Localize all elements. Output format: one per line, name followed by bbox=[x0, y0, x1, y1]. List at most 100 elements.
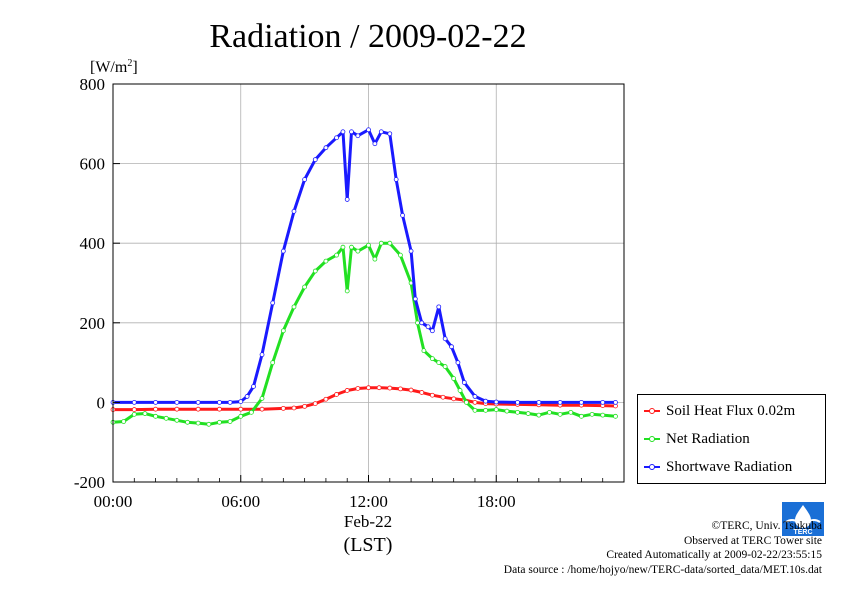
series-point-net-radiation bbox=[600, 412, 606, 418]
y-tick-label: 200 bbox=[80, 314, 106, 333]
series-point-net-radiation bbox=[464, 399, 469, 405]
series-layer bbox=[110, 127, 618, 427]
series-point-net-radiation bbox=[163, 415, 169, 421]
series-point-soil-heat-flux bbox=[195, 406, 201, 412]
series-point-net-radiation bbox=[355, 248, 361, 254]
series-point-shortwave-radiation bbox=[393, 177, 399, 182]
series-point-soil-heat-flux bbox=[419, 390, 425, 395]
series-point-shortwave-radiation bbox=[344, 197, 350, 202]
axis-ticks: -200 0 200 400 600 800 00:00 06:00 12:00 18:00 bbox=[74, 75, 604, 511]
series-point-shortwave-radiation bbox=[366, 127, 371, 133]
series-point-shortwave-radiation bbox=[436, 304, 442, 310]
series-point-soil-heat-flux bbox=[451, 396, 457, 402]
credit-data-source: Data source : /home/hojyo/new/TERC-data/… bbox=[503, 563, 822, 576]
series-point-net-radiation bbox=[270, 360, 276, 366]
series-point-shortwave-radiation bbox=[251, 384, 256, 389]
series-point-shortwave-radiation bbox=[302, 177, 308, 182]
series-point-soil-heat-flux bbox=[259, 406, 265, 412]
series-point-net-radiation bbox=[525, 411, 531, 416]
series-point-net-radiation bbox=[589, 411, 595, 417]
series-point-net-radiation bbox=[442, 364, 448, 369]
series-point-net-radiation bbox=[344, 288, 350, 294]
legend-label-net-radiation: Net Radiation bbox=[666, 430, 750, 447]
y-axis-unit-superscript: 2 bbox=[127, 58, 132, 69]
legend: Soil Heat Flux 0.02m Net Radiation Short… bbox=[637, 394, 826, 484]
series-point-shortwave-radiation bbox=[270, 300, 276, 306]
x-tick-label: 12:00 bbox=[349, 492, 388, 511]
x-tick-label: 06:00 bbox=[221, 492, 260, 511]
series-point-shortwave-radiation bbox=[579, 399, 584, 405]
series-point-shortwave-radiation bbox=[425, 324, 431, 330]
x-axis-label: (LST) bbox=[344, 534, 393, 556]
series-point-shortwave-radiation bbox=[355, 133, 361, 139]
series-point-net-radiation bbox=[291, 304, 297, 310]
series-point-shortwave-radiation bbox=[461, 380, 467, 385]
series-point-net-radiation bbox=[515, 409, 520, 415]
series-point-net-radiation bbox=[185, 419, 190, 425]
series-point-net-radiation bbox=[429, 356, 435, 362]
series-point-soil-heat-flux bbox=[291, 405, 297, 411]
series-point-net-radiation bbox=[457, 388, 463, 393]
series-point-soil-heat-flux bbox=[387, 385, 393, 391]
series-point-net-radiation bbox=[436, 360, 442, 366]
y-tick-label: -200 bbox=[74, 473, 105, 492]
legend-label-soil-heat-flux: Soil Heat Flux 0.02m bbox=[666, 402, 796, 419]
series-point-shortwave-radiation bbox=[291, 208, 297, 214]
series-point-soil-heat-flux bbox=[472, 399, 478, 405]
series-point-net-radiation bbox=[121, 419, 127, 424]
series-point-shortwave-radiation bbox=[557, 399, 563, 405]
series-point-net-radiation bbox=[142, 411, 148, 416]
series-point-net-radiation bbox=[323, 258, 329, 264]
series-point-net-radiation bbox=[398, 252, 403, 258]
y-axis-unit-close: ] bbox=[132, 59, 137, 76]
series-point-net-radiation bbox=[547, 409, 552, 415]
series-line-net-radiation bbox=[111, 241, 617, 426]
chart-title: Radiation / 2009-02-22 bbox=[209, 18, 526, 55]
series-point-soil-heat-flux bbox=[302, 403, 308, 409]
series-point-net-radiation bbox=[472, 407, 478, 413]
series-point-shortwave-radiation bbox=[455, 360, 461, 366]
series-point-net-radiation bbox=[153, 413, 158, 419]
legend-item-shortwave-radiation: Shortwave Radiation bbox=[644, 456, 792, 478]
series-point-shortwave-radiation bbox=[408, 248, 414, 254]
series-point-soil-heat-flux bbox=[355, 386, 361, 391]
series-point-net-radiation bbox=[227, 419, 233, 424]
series-point-soil-heat-flux bbox=[153, 406, 158, 412]
series-point-soil-heat-flux bbox=[366, 385, 371, 391]
series-point-shortwave-radiation bbox=[174, 399, 180, 405]
series-point-shortwave-radiation bbox=[334, 135, 339, 141]
series-point-soil-heat-flux bbox=[131, 407, 137, 412]
series-point-shortwave-radiation bbox=[536, 399, 542, 405]
series-point-net-radiation bbox=[387, 240, 393, 246]
x-tick-label: 18:00 bbox=[477, 492, 516, 511]
series-point-shortwave-radiation bbox=[238, 399, 244, 405]
y-tick-label: 400 bbox=[80, 234, 106, 253]
series-point-net-radiation bbox=[217, 419, 222, 425]
series-point-soil-heat-flux bbox=[323, 396, 329, 402]
series-point-shortwave-radiation bbox=[412, 296, 418, 302]
series-point-net-radiation bbox=[568, 409, 574, 415]
x-axis-date-label: Feb-22 bbox=[344, 512, 392, 531]
series-point-shortwave-radiation bbox=[442, 336, 448, 342]
series-point-shortwave-radiation bbox=[378, 129, 384, 135]
series-point-net-radiation bbox=[421, 348, 427, 354]
series-point-soil-heat-flux bbox=[280, 405, 286, 411]
legend-item-net-radiation: Net Radiation bbox=[644, 428, 750, 450]
series-point-shortwave-radiation bbox=[483, 398, 489, 404]
series-point-shortwave-radiation bbox=[195, 399, 201, 405]
series-point-net-radiation bbox=[334, 252, 339, 258]
series-point-shortwave-radiation bbox=[259, 352, 265, 358]
series-line-shortwave-radiation bbox=[111, 128, 617, 404]
series-point-shortwave-radiation bbox=[153, 399, 158, 405]
series-point-net-radiation bbox=[349, 244, 354, 250]
series-point-shortwave-radiation bbox=[349, 129, 354, 135]
legend-swatch-soil-heat-flux bbox=[644, 408, 660, 414]
series-point-soil-heat-flux bbox=[334, 392, 339, 397]
series-point-net-radiation bbox=[206, 421, 212, 427]
series-point-net-radiation bbox=[280, 328, 286, 334]
series-point-shortwave-radiation bbox=[419, 320, 425, 326]
series-point-shortwave-radiation bbox=[493, 399, 499, 405]
series-point-net-radiation bbox=[372, 256, 378, 262]
series-point-shortwave-radiation bbox=[429, 328, 435, 334]
